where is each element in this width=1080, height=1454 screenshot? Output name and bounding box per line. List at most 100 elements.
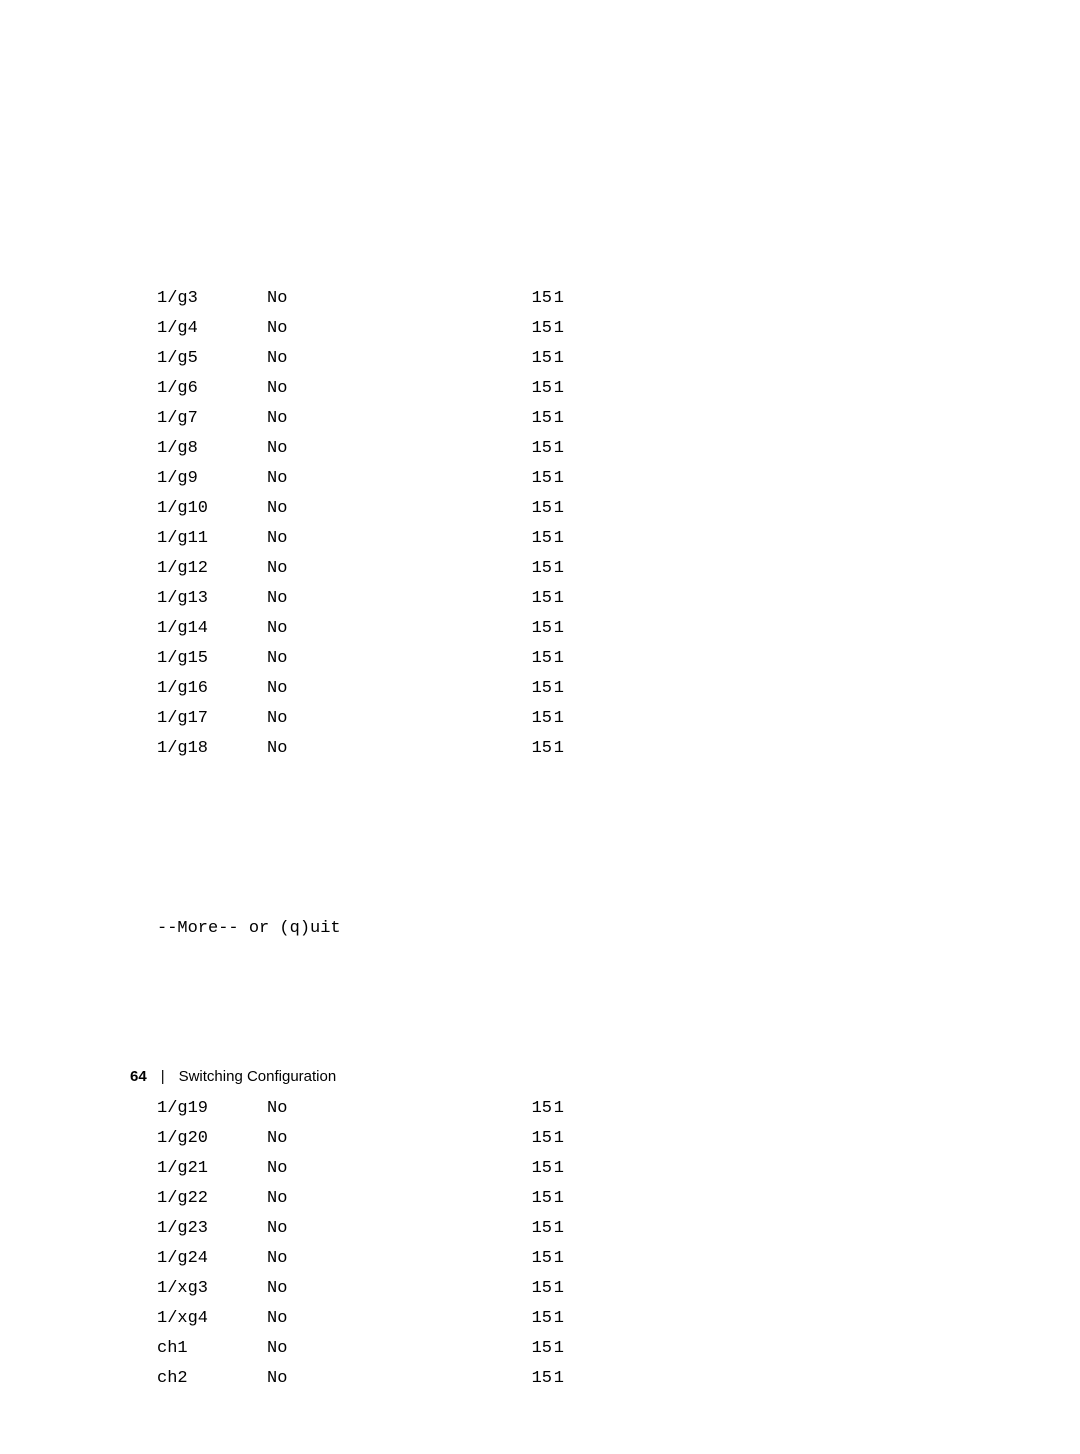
table-row: 1/g10No151 [157, 494, 564, 524]
table-row: 1/g23No151 [157, 1214, 564, 1244]
cell-col3: 15 [407, 704, 552, 734]
table-row: 1/g9No151 [157, 464, 564, 494]
table-row: 1/g6No151 [157, 374, 564, 404]
cell-col2: No [267, 314, 407, 344]
table-row: ch2No151 [157, 1364, 564, 1394]
cell-interface: 1/g21 [157, 1154, 267, 1184]
table-row: 1/g17No151 [157, 704, 564, 734]
cell-col3: 15 [407, 314, 552, 344]
cell-col4: 1 [552, 1244, 564, 1274]
cell-col2: No [267, 374, 407, 404]
cell-col2: No [267, 1094, 407, 1124]
table-row: 1/g18No151 [157, 734, 564, 764]
cell-col3: 15 [407, 404, 552, 434]
cell-col4: 1 [552, 674, 564, 704]
cell-interface: 1/xg4 [157, 1304, 267, 1334]
table-row: 1/g12No151 [157, 554, 564, 584]
cell-col3: 15 [407, 1334, 552, 1364]
cell-col4: 1 [552, 464, 564, 494]
section-title: Switching Configuration [179, 1068, 337, 1085]
cell-interface: 1/g16 [157, 674, 267, 704]
cell-interface: 1/g18 [157, 734, 267, 764]
cell-col4: 1 [552, 1304, 564, 1334]
cell-interface: 1/g14 [157, 614, 267, 644]
cell-interface: 1/g10 [157, 494, 267, 524]
cell-interface: 1/g23 [157, 1214, 267, 1244]
cell-interface: 1/g24 [157, 1244, 267, 1274]
cell-col3: 15 [407, 554, 552, 584]
terminal-output: 1/g3No1511/g4No1511/g5No1511/g6No1511/g7… [157, 224, 564, 1454]
cell-col2: No [267, 734, 407, 764]
table-row: 1/g16No151 [157, 674, 564, 704]
cell-col4: 1 [552, 404, 564, 434]
cell-col2: No [267, 1334, 407, 1364]
cell-col2: No [267, 494, 407, 524]
cell-col4: 1 [552, 1214, 564, 1244]
cell-col4: 1 [552, 1094, 564, 1124]
cell-col4: 1 [552, 1334, 564, 1364]
cell-col4: 1 [552, 434, 564, 464]
cell-interface: 1/g22 [157, 1184, 267, 1214]
footer-separator: | [161, 1068, 165, 1085]
cell-col2: No [267, 1124, 407, 1154]
cell-col4: 1 [552, 374, 564, 404]
cell-col4: 1 [552, 734, 564, 764]
cell-col4: 1 [552, 1274, 564, 1304]
cell-col3: 15 [407, 524, 552, 554]
cell-col2: No [267, 1184, 407, 1214]
cell-interface: 1/g12 [157, 554, 267, 584]
cell-col4: 1 [552, 1124, 564, 1154]
cell-col3: 15 [407, 614, 552, 644]
cell-col4: 1 [552, 1154, 564, 1184]
page-number: 64 [130, 1068, 147, 1085]
cell-col3: 15 [407, 284, 552, 314]
cell-col3: 15 [407, 1094, 552, 1124]
table-row: 1/g15No151 [157, 644, 564, 674]
cell-col2: No [267, 344, 407, 374]
cell-col2: No [267, 1364, 407, 1394]
cell-col2: No [267, 1154, 407, 1184]
cell-col3: 15 [407, 644, 552, 674]
cell-col2: No [267, 644, 407, 674]
cell-col3: 15 [407, 464, 552, 494]
cell-interface: 1/g6 [157, 374, 267, 404]
cell-col4: 1 [552, 344, 564, 374]
table-top: 1/g3No1511/g4No1511/g5No1511/g6No1511/g7… [157, 284, 564, 764]
cell-col3: 15 [407, 1214, 552, 1244]
cell-interface: 1/g4 [157, 314, 267, 344]
more-prompt: --More-- or (q)uit [157, 914, 564, 944]
cell-interface: 1/g19 [157, 1094, 267, 1124]
cell-interface: 1/g11 [157, 524, 267, 554]
cell-col2: No [267, 554, 407, 584]
cell-col2: No [267, 1244, 407, 1274]
cell-col3: 15 [407, 584, 552, 614]
cell-interface: ch2 [157, 1364, 267, 1394]
cell-col3: 15 [407, 1274, 552, 1304]
blank-line [157, 1004, 564, 1034]
cell-col4: 1 [552, 524, 564, 554]
blank-line [157, 824, 564, 854]
cell-col4: 1 [552, 494, 564, 524]
cell-col3: 15 [407, 674, 552, 704]
cell-col2: No [267, 284, 407, 314]
cell-col2: No [267, 524, 407, 554]
table-row: 1/xg4No151 [157, 1304, 564, 1334]
cell-col4: 1 [552, 284, 564, 314]
table-row: 1/g3No151 [157, 284, 564, 314]
table-bottom: 1/g19No1511/g20No1511/g21No1511/g22No151… [157, 1094, 564, 1394]
table-row: 1/g5No151 [157, 344, 564, 374]
cell-col3: 15 [407, 434, 552, 464]
cell-interface: 1/g3 [157, 284, 267, 314]
table-row: 1/g22No151 [157, 1184, 564, 1214]
cell-col3: 15 [407, 344, 552, 374]
table-row: ch1No151 [157, 1334, 564, 1364]
cell-col2: No [267, 584, 407, 614]
cell-interface: 1/g13 [157, 584, 267, 614]
cell-interface: 1/g17 [157, 704, 267, 734]
cell-col3: 15 [407, 494, 552, 524]
table-row: 1/g13No151 [157, 584, 564, 614]
cell-interface: 1/g9 [157, 464, 267, 494]
table-row: 1/g21No151 [157, 1154, 564, 1184]
cell-interface: ch1 [157, 1334, 267, 1364]
cell-col3: 15 [407, 1364, 552, 1394]
